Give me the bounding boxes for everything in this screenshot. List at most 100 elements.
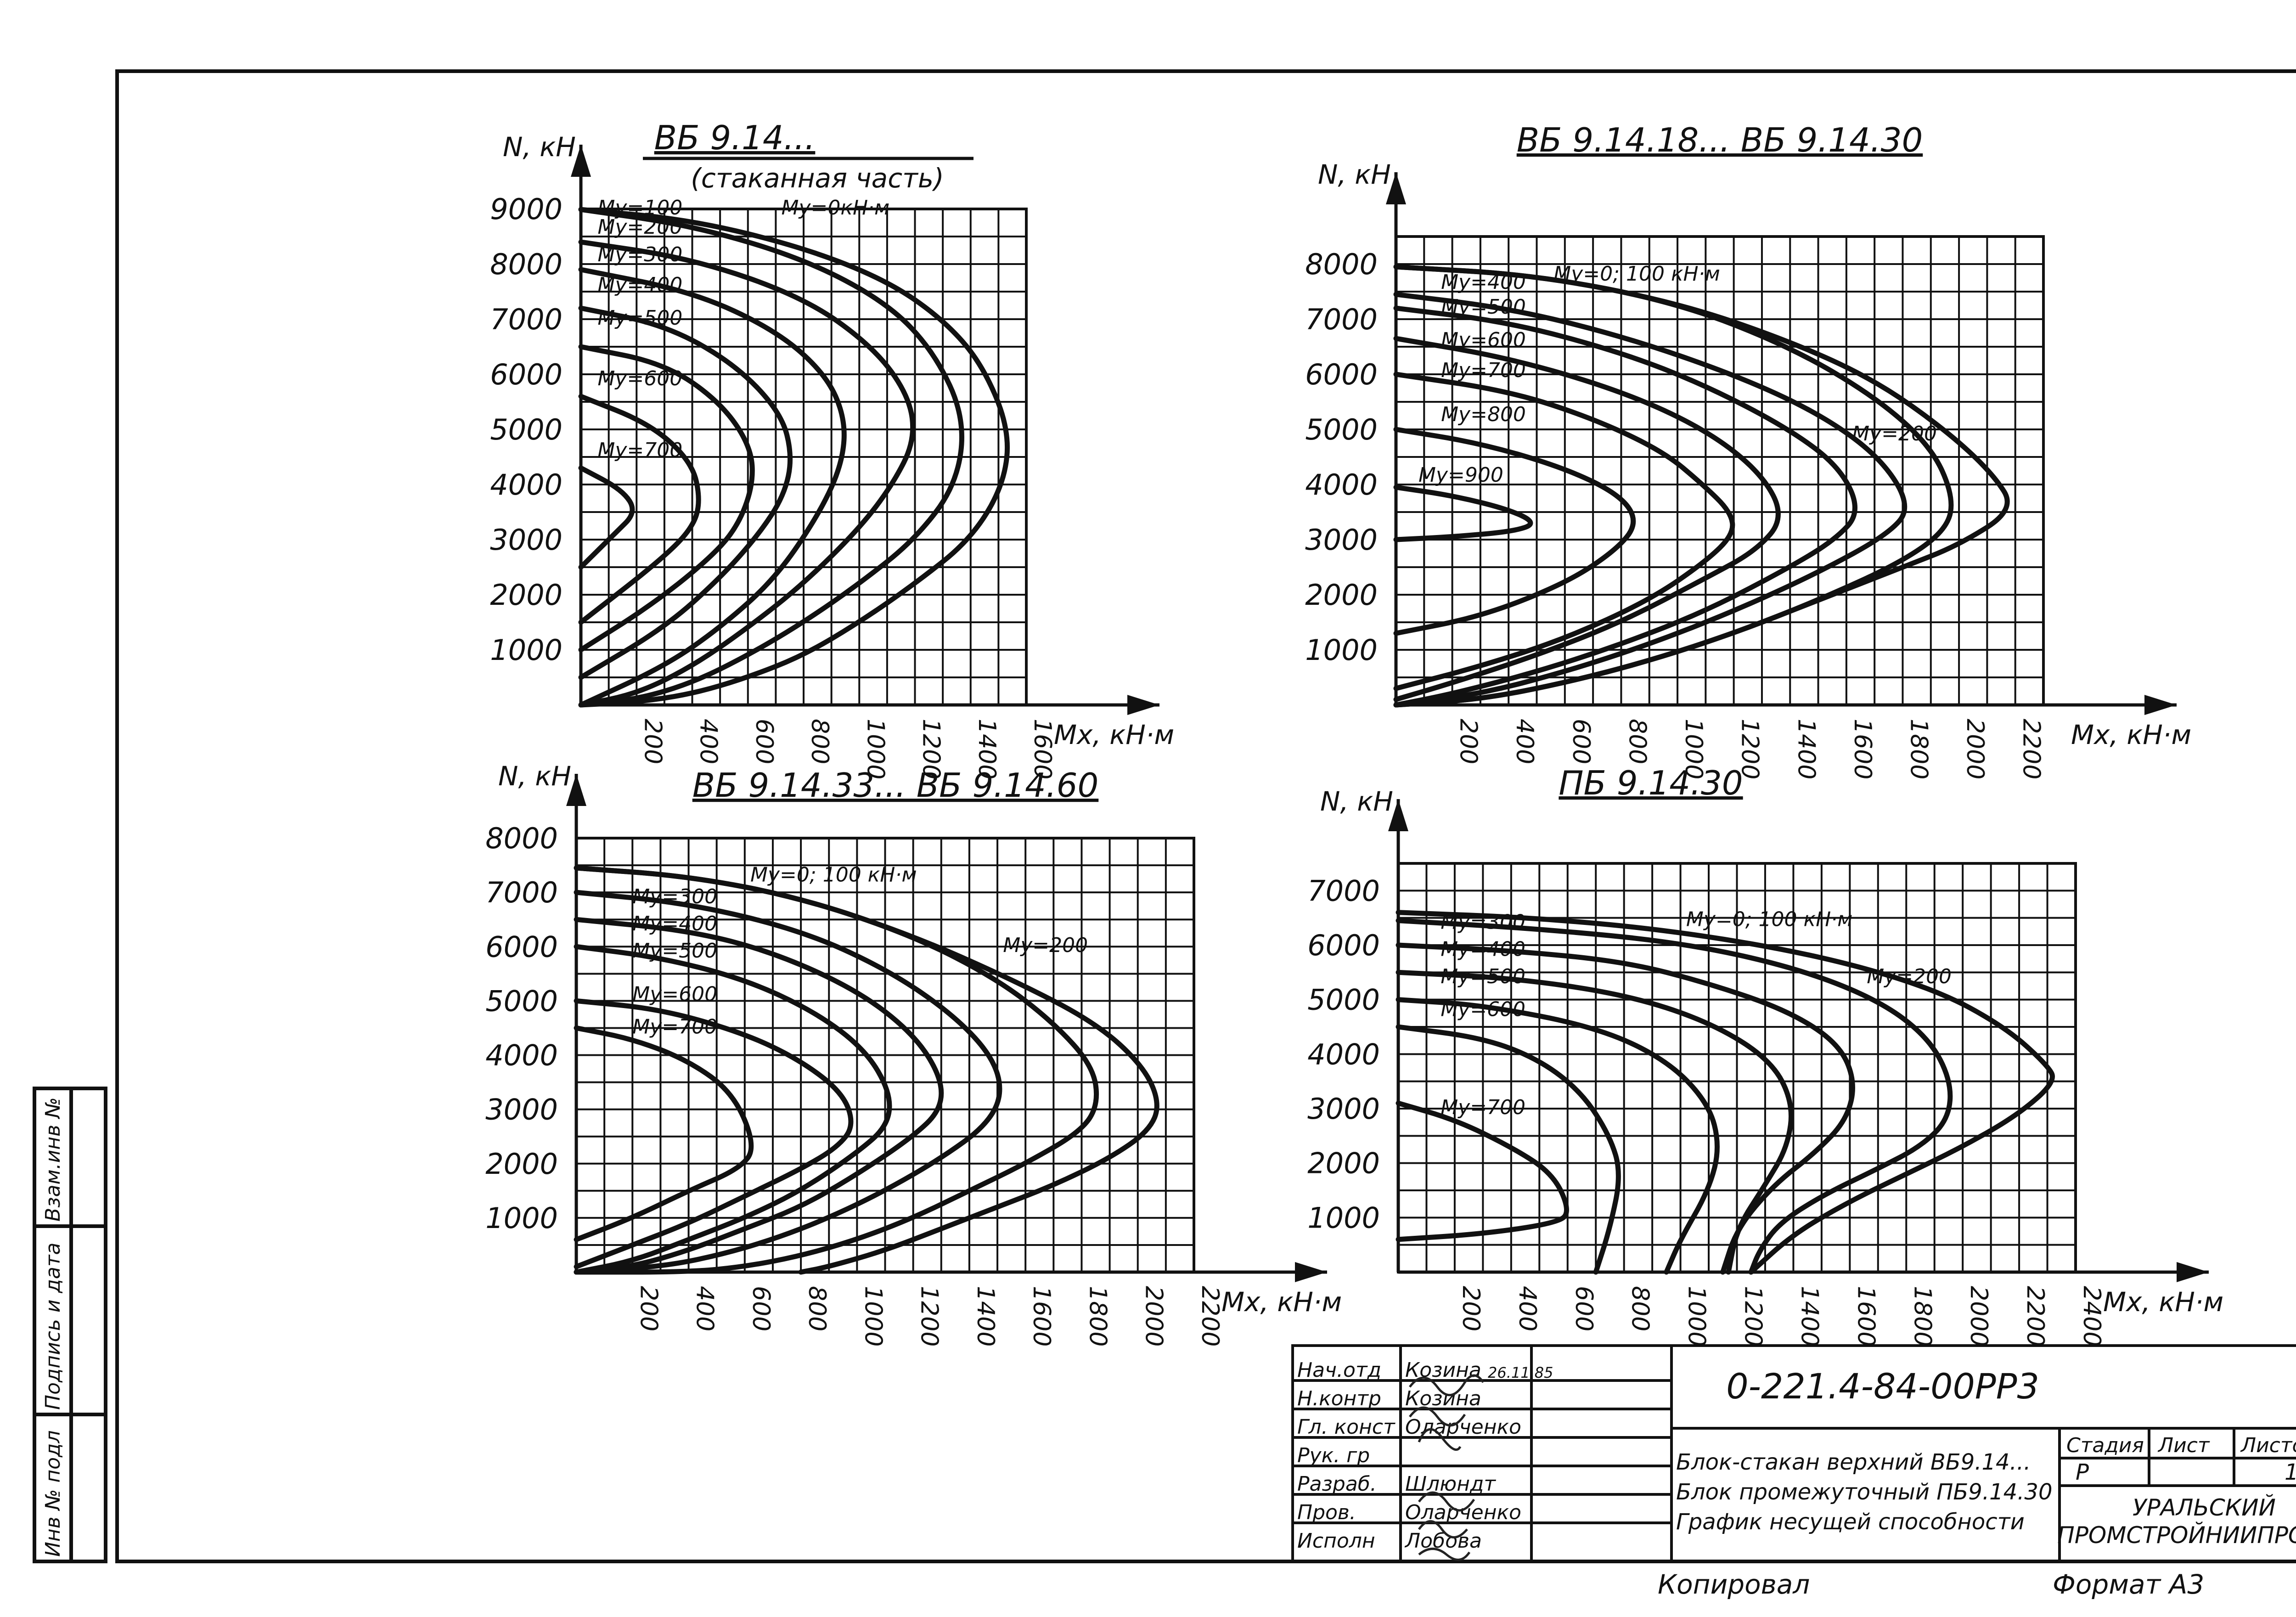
series-label: My=900 (1418, 463, 1503, 487)
series-label: My=200 (597, 215, 682, 239)
y-tick-label: 4000 (1307, 1037, 1380, 1071)
x-tick-label: 400 (1511, 719, 1538, 764)
y-tick-label: 6000 (1305, 358, 1378, 391)
y-tick-label: 3000 (490, 523, 563, 557)
margin-label-inv: Инв № подл (41, 1430, 65, 1557)
x-tick-label: 1200 (916, 1286, 943, 1347)
title-block-role: Нач.отд (1297, 1358, 1381, 1382)
y-tick-label: 1000 (490, 633, 563, 667)
x-tick-label: 1400 (972, 1286, 999, 1347)
series-label: My=400 (632, 912, 717, 935)
title-block-role: Н.контр (1297, 1387, 1381, 1410)
x-tick-label: 2000 (1965, 1286, 1992, 1347)
title-block-name: Козина (1405, 1358, 1481, 1382)
title-block-name: Лобова (1404, 1529, 1482, 1553)
document-code: 0-221.4-84-00РР3 (1726, 1366, 2039, 1407)
x-axis-label: Mx, кН·м (1054, 719, 1174, 750)
y-tick-label: 7000 (1305, 303, 1378, 336)
y-tick-label: 1000 (1307, 1201, 1380, 1234)
series-curve (1393, 372, 1735, 691)
y-tick-label: 4000 (490, 468, 563, 501)
series-label: My=600 (1441, 328, 1526, 352)
x-tick-label: 1400 (1792, 719, 1820, 779)
x-tick-label: 2000 (1140, 1286, 1168, 1347)
x-tick-label: 1200 (917, 719, 945, 779)
title-block-name: Шлюндт (1405, 1472, 1496, 1496)
series-label: My=400 (597, 273, 682, 297)
series-curve (574, 944, 892, 1275)
series-label: My=600 (1441, 997, 1525, 1021)
y-tick-label: 7000 (490, 303, 563, 336)
series-curve (1393, 264, 2010, 708)
x-tick-label: 2200 (1196, 1286, 1224, 1347)
x-tick-label: 1800 (1908, 1286, 1936, 1347)
y-tick-label: 6000 (1307, 929, 1380, 962)
chart-vb-9-14: ВБ 9.14... (стаканная часть) My=0кН·м My=… (490, 118, 1174, 779)
sheets-header: Листов (2240, 1434, 2296, 1457)
x-tick-label: 1200 (1736, 719, 1764, 779)
series-curve (1393, 485, 1533, 542)
series-curve (1396, 1024, 1621, 1275)
x-tick-label: 600 (747, 1286, 775, 1331)
description-line-2: Блок промежуточный ПБ9.14.30 (1676, 1479, 2053, 1505)
x-axis-arrow (1295, 1262, 1327, 1282)
x-tick-label: 1800 (1905, 719, 1932, 779)
x-tick-label: 1600 (1849, 719, 1876, 779)
chart-title: ПБ 9.14.30 (1559, 764, 1743, 802)
title-block-role: Гл. конст (1297, 1415, 1396, 1439)
x-axis-label: Mx, кН·м (2103, 1286, 2223, 1318)
chart-title: ВБ 9.14.33... ВБ 9.14.60 (692, 766, 1099, 805)
date-value: 26.11.85 (1488, 1364, 1553, 1381)
y-tick-label: 5000 (485, 984, 558, 1018)
x-tick-label: 1200 (1739, 1286, 1767, 1347)
title-block-role: Пров. (1297, 1501, 1356, 1524)
chart-pb-9-14-30: ПБ 9.14.30 My=0; 100 кН·м My=200 My=300 My=… (1307, 764, 2223, 1347)
x-tick-label: 600 (1567, 719, 1595, 764)
series-curve (578, 239, 916, 708)
x-tick-label: 200 (639, 719, 666, 764)
margin-strip: Инв № подл Подпись и дата Взам.инв № (33, 1087, 107, 1563)
y-tick-label: 7000 (485, 876, 558, 909)
x-tick-label: 800 (1626, 1286, 1654, 1331)
x-tick-label: 2400 (2078, 1286, 2105, 1347)
x-tick-label: 1000 (1683, 1286, 1711, 1347)
margin-label-replace: Взам.инв № (41, 1097, 65, 1222)
x-tick-label: 2200 (2018, 719, 2045, 779)
y-tick-label: 4000 (485, 1039, 558, 1072)
y-tick-label: 8000 (485, 822, 558, 855)
x-tick-label: 1600 (1028, 1286, 1055, 1347)
y-tick-label: 6000 (490, 358, 563, 391)
stage-value: Р (2076, 1459, 2089, 1485)
y-axis-arrow (1386, 172, 1406, 204)
series-label: My=300 (632, 885, 717, 908)
x-tick-label: 800 (1623, 719, 1651, 764)
series-curve (574, 865, 1159, 1275)
y-tick-label: 3000 (1307, 1092, 1380, 1126)
y-axis-arrow (571, 145, 591, 177)
series-label: My=100 (597, 196, 682, 220)
series-curve (1396, 997, 1720, 1275)
series-curve (1396, 1100, 1569, 1242)
series-label: My=500 (632, 939, 717, 963)
drawing-frame (115, 69, 2296, 1563)
series-label: My=400 (1441, 270, 1526, 294)
org-name-1: УРАЛЬСКИЙ (2133, 1494, 2276, 1521)
series-curve (578, 344, 755, 653)
title-block-role: Разраб. (1297, 1472, 1377, 1496)
y-axis-arrow (1388, 799, 1408, 831)
y-tick-label: 9000 (490, 192, 563, 226)
x-tick-label: 1400 (1795, 1286, 1823, 1347)
series-curve (1393, 292, 1908, 708)
series-label: My=600 (597, 367, 682, 390)
series-label: My=500 (1441, 965, 1525, 988)
y-tick-label: 6000 (485, 930, 558, 963)
title-block-name: Оларченко (1405, 1501, 1521, 1524)
y-tick-label: 1000 (1305, 633, 1378, 667)
series-label: My=300 (1441, 910, 1525, 934)
margin-label-signature: Подпись и дата (41, 1243, 65, 1410)
series-label: My=0кН·м (782, 196, 890, 220)
y-tick-label: 2000 (485, 1147, 558, 1181)
x-tick-label: 1000 (1680, 719, 1707, 779)
y-tick-label: 5000 (490, 413, 563, 446)
title-block: Нач.отд Козина Н.контр Козина Гл. конст Оларч… (1291, 1344, 2296, 1563)
